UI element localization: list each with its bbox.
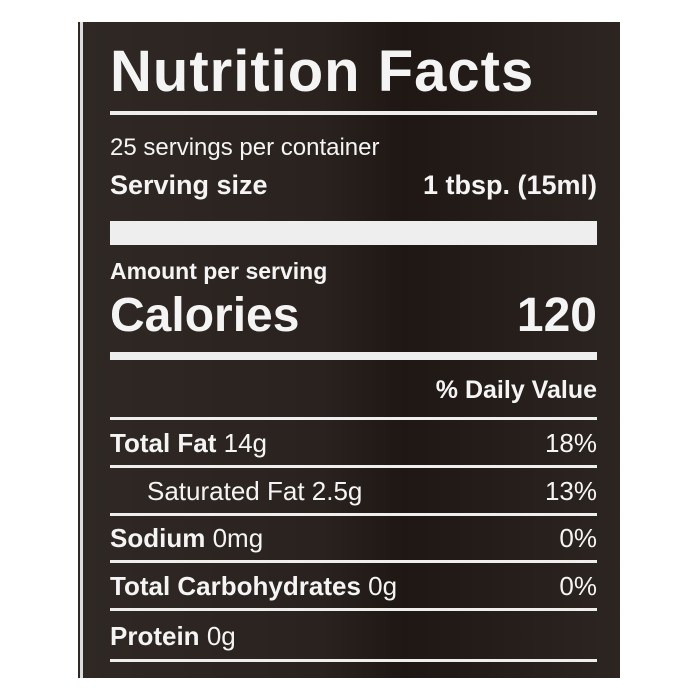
amount-per-serving-text: Amount per serving bbox=[110, 258, 328, 284]
servings-per-container: 25 servings per container bbox=[110, 134, 597, 162]
daily-value-header: % Daily Value bbox=[110, 376, 597, 405]
nutrient-row: Total Fat 14g 18% bbox=[110, 428, 597, 459]
nutrient-name: Total Carbohydrates bbox=[110, 571, 361, 601]
nutrient-name: Saturated Fat bbox=[147, 476, 305, 506]
nutrient-row: Saturated Fat 2.5g 13% bbox=[147, 476, 597, 507]
nutrient-name: Protein bbox=[110, 621, 200, 651]
calories-label: Calories bbox=[110, 289, 300, 342]
amount-per-serving: Amount per serving bbox=[110, 258, 597, 285]
nutrient-dv: 0% bbox=[559, 523, 597, 553]
divider bbox=[110, 111, 597, 115]
divider bbox=[110, 560, 597, 563]
nutrition-label bbox=[78, 22, 620, 678]
nutrient-amount: 2.5g bbox=[311, 476, 363, 506]
calories-value: 120 bbox=[516, 289, 597, 342]
serving-size-label: Serving size bbox=[110, 170, 268, 200]
divider bbox=[110, 465, 597, 468]
nutrient-dv: 18% bbox=[544, 428, 597, 458]
thick-divider bbox=[110, 352, 597, 360]
nutrient-name: Total Fat bbox=[110, 428, 217, 458]
label-title: Nutrition Facts bbox=[110, 39, 535, 104]
thick-bar bbox=[110, 221, 597, 245]
divider bbox=[110, 417, 597, 420]
nutrient-dv: 13% bbox=[544, 476, 597, 506]
nutrient-row: Protein 0g bbox=[110, 621, 597, 652]
nutrient-row: Sodium 0mg 0% bbox=[110, 523, 597, 554]
nutrient-dv: 0% bbox=[559, 571, 597, 601]
nutrient-amount: 14g bbox=[223, 428, 268, 458]
nutrient-name: Sodium bbox=[110, 523, 206, 553]
divider bbox=[110, 608, 597, 611]
nutrient-amount: 0g bbox=[206, 621, 236, 651]
serving-size-value: 1 tbsp. (15ml) bbox=[422, 170, 597, 200]
nutrient-row: Total Carbohydrates 0g 0% bbox=[110, 571, 597, 602]
divider bbox=[110, 513, 597, 516]
nutrient-amount: 0g bbox=[368, 571, 398, 601]
nutrient-amount: 0mg bbox=[212, 523, 264, 553]
daily-value-text: % Daily Value bbox=[435, 376, 597, 404]
bottom-border bbox=[110, 659, 597, 662]
servings-text: 25 servings per container bbox=[110, 134, 380, 161]
serving-size-row: Serving size 1 tbsp. (15ml) bbox=[110, 170, 597, 201]
calories-row: Calories 120 bbox=[110, 288, 597, 343]
border-line bbox=[80, 22, 83, 678]
